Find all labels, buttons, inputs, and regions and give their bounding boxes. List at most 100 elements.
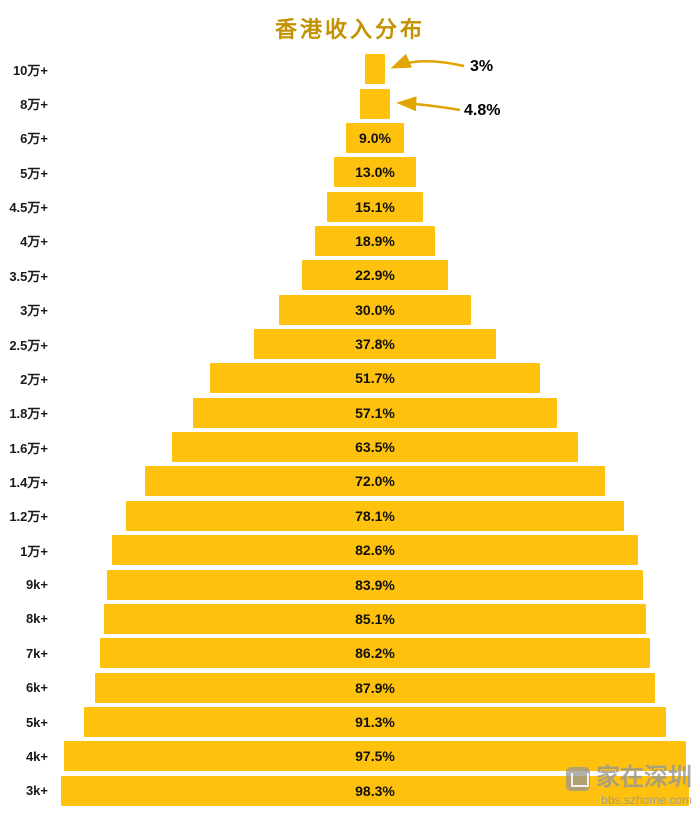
- bar-track: 85.1%: [56, 602, 694, 636]
- chart-row: 3.5万+ 22.9%: [0, 258, 700, 292]
- chart-row: 6k+ 87.9%: [0, 670, 700, 704]
- bar-track: 86.2%: [56, 636, 694, 670]
- bar-track: 30.0%: [56, 293, 694, 327]
- bar-value-label: 72.0%: [355, 473, 395, 490]
- bar-value-label: 37.8%: [355, 336, 395, 353]
- row-label: 8k+: [25, 611, 48, 627]
- row-label: 3万+: [20, 303, 48, 319]
- bar-track: 83.9%: [56, 567, 694, 601]
- bar-value-label: 30.0%: [355, 301, 395, 318]
- bar: 51.7%: [210, 363, 540, 394]
- chart-row: 1.6万+ 63.5%: [0, 430, 700, 464]
- bar-value-label: 51.7%: [355, 370, 395, 387]
- row-label: 8万+: [20, 97, 48, 113]
- row-label: 1.4万+: [9, 474, 48, 490]
- bar-track: 82.6%: [56, 533, 694, 567]
- bar-track: 9.0%: [56, 121, 694, 155]
- row-label: 4.5万+: [9, 200, 48, 216]
- row-label: 7k+: [25, 645, 48, 661]
- bar-value-label: 57.1%: [355, 404, 395, 421]
- row-label: 2万+: [20, 371, 48, 387]
- bar-value-label: 91.3%: [355, 714, 395, 730]
- bar: 9.0%: [346, 122, 404, 153]
- chart-row: 1万+ 82.6%: [0, 533, 700, 567]
- chart-row: 8k+ 85.1%: [0, 602, 700, 636]
- bar-value-label: 97.5%: [355, 748, 395, 765]
- bar: 30.0%: [279, 294, 471, 325]
- chart-row: 1.4万+ 72.0%: [0, 464, 700, 498]
- bar: 22.9%: [301, 260, 449, 291]
- chart-row: 9k+ 83.9%: [0, 567, 700, 601]
- bar: 83.9%: [107, 569, 643, 600]
- bar-value-label: 98.3%: [355, 782, 395, 799]
- bar-value-label: 22.9%: [355, 267, 395, 284]
- bar: 63.5%: [172, 432, 578, 463]
- bar-value-label: 87.9%: [355, 679, 395, 696]
- bar-track: 87.9%: [56, 670, 694, 704]
- row-label: 3.5万+: [9, 268, 48, 284]
- annotation-label-second: 4.8%: [464, 102, 501, 119]
- row-label: 1.8万+: [9, 406, 48, 422]
- bar-track: 13.0%: [56, 155, 694, 189]
- row-label: 2.5万+: [9, 337, 48, 353]
- chart-row: 3万+ 30.0%: [0, 293, 700, 327]
- watermark-logo-icon: [566, 766, 590, 791]
- chart-row: 6万+ 9.0%: [0, 121, 700, 155]
- chart-row: 4.5万+ 15.1%: [0, 189, 700, 223]
- bar: [365, 54, 385, 85]
- bar-track: 91.3%: [56, 705, 694, 739]
- bar: 86.2%: [100, 638, 650, 669]
- chart-row: 4万+ 18.9%: [0, 224, 700, 258]
- chart-row: 10万+: [0, 52, 700, 86]
- bar-track: 97.5%: [56, 739, 694, 773]
- row-label: 1.2万+: [9, 509, 48, 525]
- bar-track: 15.1%: [56, 189, 694, 223]
- chart-row: 5k+ 91.3%: [0, 705, 700, 739]
- bar: 15.1%: [326, 191, 424, 222]
- bar-track: 18.9%: [56, 224, 694, 258]
- row-label: 4k+: [25, 748, 48, 764]
- bar-track: 72.0%: [56, 464, 694, 498]
- chart-row: 2.5万+ 37.8%: [0, 327, 700, 361]
- bar: 78.1%: [125, 500, 625, 531]
- bar-track: [56, 52, 694, 86]
- bar-value-label: 82.6%: [355, 542, 395, 559]
- row-label: 1万+: [20, 543, 48, 559]
- bar: 37.8%: [254, 329, 496, 360]
- bar: 72.0%: [145, 466, 605, 497]
- bar: 18.9%: [314, 225, 436, 256]
- row-label: 5万+: [20, 165, 48, 181]
- chart-row: 5万+ 13.0%: [0, 155, 700, 189]
- row-label: 4万+: [20, 234, 48, 250]
- bar: 85.1%: [103, 603, 647, 634]
- bar-track: 51.7%: [56, 361, 694, 395]
- bar-track: 22.9%: [56, 258, 694, 292]
- bar: 57.1%: [192, 397, 558, 428]
- row-label: 10万+: [12, 62, 48, 78]
- chart-rows: 10万+ 8万+ 6万+ 9.0% 5万+ 13.0%: [0, 52, 700, 808]
- bar-value-label: 13.0%: [355, 164, 395, 181]
- chart-row: 2万+ 51.7%: [0, 361, 700, 395]
- chart-row: 1.8万+ 57.1%: [0, 396, 700, 430]
- bar: 82.6%: [111, 535, 639, 566]
- bar-value-label: 9.0%: [359, 129, 391, 146]
- bar-value-label: 78.1%: [355, 507, 395, 524]
- chart-row: 8万+: [0, 86, 700, 120]
- row-label: 1.6万+: [9, 440, 48, 456]
- row-label: 9k+: [25, 577, 48, 593]
- row-label: 5k+: [25, 714, 48, 730]
- chart-title: 香港收入分布: [274, 17, 425, 42]
- bar: 91.3%: [83, 707, 667, 737]
- bar-value-label: 15.1%: [355, 198, 395, 215]
- chart-row: 1.2万+ 78.1%: [0, 499, 700, 533]
- watermark-site: bbs.szhome.com: [601, 792, 692, 807]
- bar-track: 57.1%: [56, 396, 694, 430]
- row-label: 6k+: [25, 680, 48, 696]
- watermark-brand: 家在深圳: [596, 764, 692, 792]
- bar-value-label: 83.9%: [355, 576, 395, 593]
- row-label: 6万+: [20, 131, 48, 147]
- bar: 97.5%: [63, 741, 687, 772]
- bar-track: 37.8%: [56, 327, 694, 361]
- annotation-label-top: 3%: [470, 58, 494, 75]
